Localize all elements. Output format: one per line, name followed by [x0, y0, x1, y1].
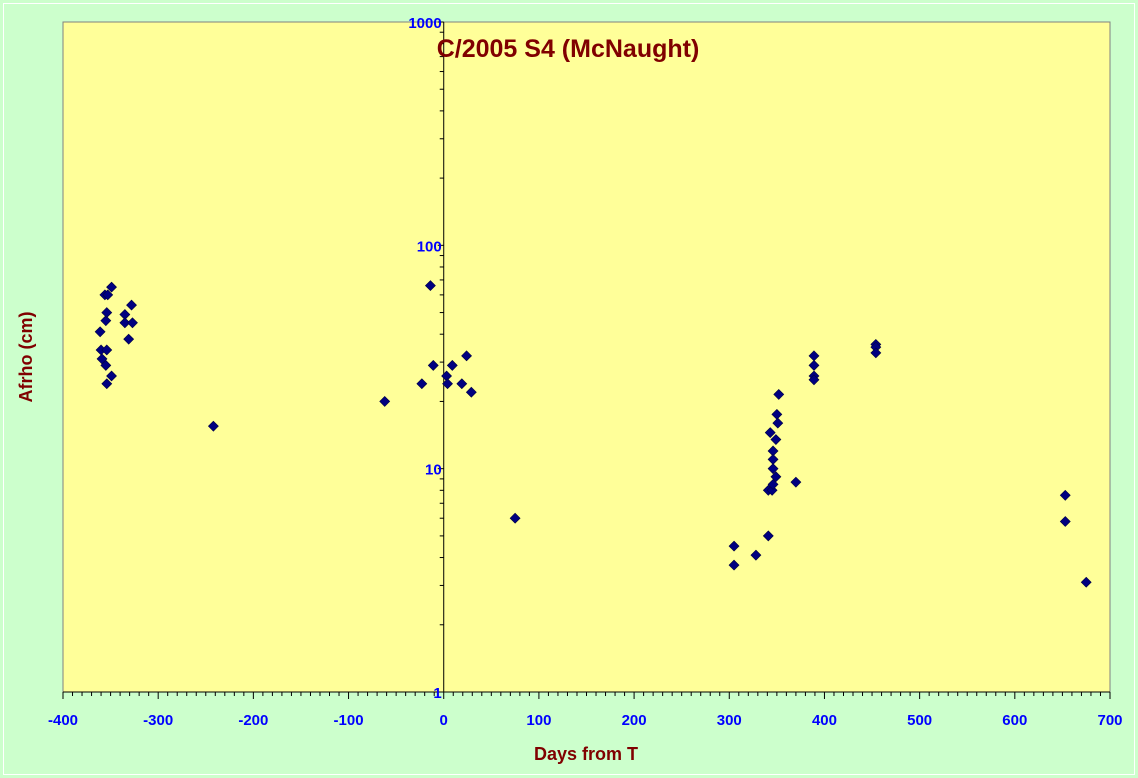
- data-point-marker: [870, 347, 882, 359]
- y-tick-label: 1: [433, 685, 441, 702]
- x-tick-label: 300: [717, 712, 742, 729]
- y-tick-label: 10: [425, 462, 442, 479]
- data-point-marker: [808, 374, 820, 386]
- data-point-marker: [101, 344, 113, 356]
- x-tick-label: -200: [238, 712, 268, 729]
- data-point-marker: [808, 359, 820, 371]
- data-point-marker: [94, 326, 106, 338]
- data-point-marker: [790, 476, 802, 488]
- data-point-marker: [456, 378, 468, 390]
- data-point-marker: [770, 471, 782, 483]
- data-point-marker: [465, 386, 477, 398]
- data-point-marker: [102, 289, 114, 301]
- data-point-marker: [773, 388, 785, 400]
- x-tick-label: -400: [48, 712, 78, 729]
- data-point-marker: [767, 463, 779, 475]
- data-point-marker: [100, 359, 112, 371]
- data-point-marker: [770, 434, 782, 445]
- data-point-marker: [127, 317, 138, 329]
- y-tick-label: 100: [417, 238, 442, 255]
- data-point-marker: [427, 359, 439, 371]
- data-point-marker: [119, 317, 131, 329]
- data-point-marker: [764, 427, 776, 439]
- data-point-marker: [101, 307, 113, 318]
- data-point-marker: [379, 396, 391, 407]
- x-tick-label: 700: [1097, 712, 1122, 729]
- chart-outer-border: [3, 3, 1135, 775]
- x-tick-label: 400: [812, 712, 837, 729]
- data-point-marker: [772, 417, 784, 429]
- data-point-marker: [1059, 516, 1071, 527]
- chart-title: C/2005 S4 (McNaught): [437, 35, 700, 63]
- data-point-marker: [767, 479, 779, 490]
- data-point-marker: [101, 378, 113, 390]
- data-point-marker: [106, 281, 117, 293]
- data-point-marker: [750, 549, 762, 561]
- data-points: [94, 280, 1092, 588]
- data-point-marker: [416, 378, 428, 390]
- y-tick-label: 1000: [408, 15, 441, 32]
- plot-background: [62, 21, 1111, 693]
- data-point-marker: [424, 280, 436, 292]
- data-point-marker: [106, 370, 117, 382]
- data-point-marker: [446, 359, 458, 371]
- y-axis-label: Afrho (cm): [16, 312, 36, 403]
- data-point-marker: [461, 350, 472, 362]
- data-point-marker: [100, 315, 112, 327]
- x-tick-label: 500: [907, 712, 932, 729]
- x-tick-label: 200: [622, 712, 647, 729]
- x-tick-label: -300: [143, 712, 173, 729]
- x-tick-label: 600: [1002, 712, 1027, 729]
- data-point-marker: [123, 333, 135, 345]
- data-point-marker: [728, 559, 740, 571]
- tick-marks: [62, 21, 1111, 699]
- x-axis-label: Days from T: [534, 744, 638, 764]
- tick-labels: -400 -300 -200 -100 0 100 200 300 400 500 600 700 1 1…: [48, 15, 1123, 729]
- data-point-marker: [1080, 576, 1092, 588]
- data-point-marker: [509, 512, 521, 524]
- data-point-marker: [762, 530, 774, 542]
- data-point-marker: [207, 420, 219, 432]
- data-point-marker: [126, 299, 137, 311]
- x-tick-label: 0: [440, 712, 448, 729]
- data-point-marker: [1059, 489, 1071, 501]
- x-tick-label: 100: [526, 712, 551, 729]
- data-point-marker: [442, 378, 453, 390]
- x-tick-label: -100: [334, 712, 364, 729]
- data-point-marker: [728, 540, 740, 552]
